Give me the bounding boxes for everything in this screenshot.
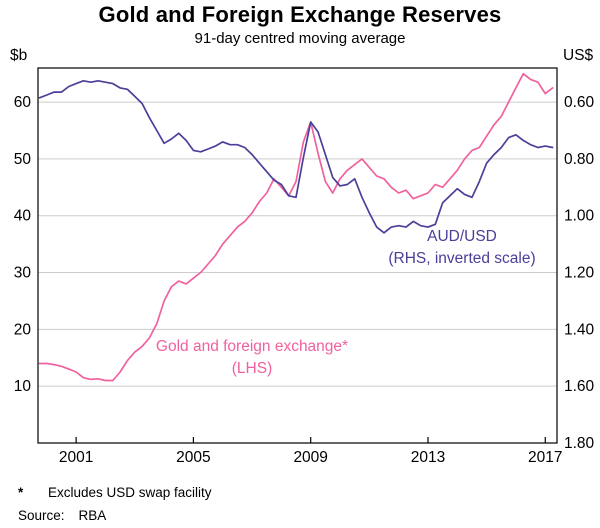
- right-axis-unit-label: US$: [563, 47, 594, 64]
- footnote: * Excludes USD swap facility: [18, 481, 212, 504]
- series-line-reserves: [38, 72, 554, 382]
- x-axis-tick-label: 2013: [411, 449, 445, 466]
- footnotes: * Excludes USD swap facility Source: RBA: [18, 481, 212, 527]
- series-line-audusd: [38, 79, 554, 234]
- right-axis-tick-label: 1.60: [564, 378, 595, 395]
- left-axis-tick-label: 50: [14, 151, 32, 168]
- left-axis-tick-label: 20: [14, 321, 32, 338]
- right-axis-tick-label: 0.80: [564, 151, 595, 168]
- right-axis-tick-label: 1.00: [564, 208, 595, 225]
- series-annotation-audusd-line2: (RHS, inverted scale): [388, 250, 535, 267]
- source-value: RBA: [78, 508, 107, 523]
- left-axis-unit-label: $b: [10, 47, 27, 64]
- x-axis-tick-label: 2009: [293, 449, 327, 466]
- left-axis-tick-label: 60: [14, 94, 32, 111]
- series-annotation-reserves-line1: Gold and foreign exchange*: [156, 338, 348, 355]
- right-axis-tick-label: 1.20: [564, 265, 595, 282]
- chart-title: Gold and Foreign Exchange Reserves: [98, 2, 502, 27]
- right-axis-tick-label: 1.40: [564, 321, 595, 338]
- footnote-text: Excludes USD swap facility: [48, 485, 212, 500]
- right-axis-tick-label: 1.80: [564, 435, 595, 452]
- left-axis-tick-label: 10: [14, 378, 32, 395]
- chart-subtitle: 91-day centred moving average: [194, 30, 406, 47]
- x-axis-tick-label: 2005: [176, 449, 210, 466]
- left-axis-tick-label: 40: [14, 208, 32, 225]
- plot-frame: [37, 67, 558, 444]
- footnote-marker: *: [18, 485, 24, 500]
- series-annotation-reserves-line2: (LHS): [232, 360, 272, 377]
- right-axis-tick-label: 0.60: [564, 94, 595, 111]
- source-label: Source:: [18, 508, 65, 523]
- source-line: Source: RBA: [18, 504, 212, 527]
- left-axis-tick-label: 30: [14, 265, 32, 282]
- series-annotation-audusd-line1: AUD/USD: [427, 228, 497, 245]
- x-axis-tick-label: 2001: [59, 449, 93, 466]
- x-axis-tick-label: 2017: [528, 449, 562, 466]
